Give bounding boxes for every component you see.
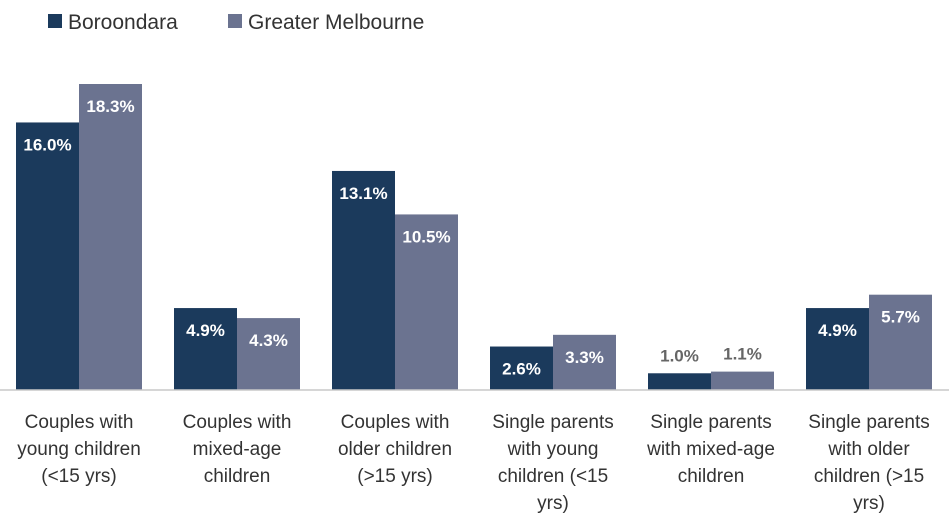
bar-boroondara-4 — [648, 373, 711, 390]
x-tick-label-4: Single parents with mixed-age children — [646, 412, 775, 487]
data-label-greater-melbourne-1: 4.3% — [249, 331, 288, 350]
data-label-boroondara-4: 1.0% — [660, 346, 699, 365]
bar-boroondara-2 — [332, 170, 395, 390]
data-label-greater-melbourne-0: 18.3% — [86, 97, 134, 116]
x-tick-labels: Couples with young children (<15 yrs) Coupl… — [17, 412, 930, 514]
bar-greater-melbourne-0 — [79, 84, 142, 390]
bar-greater-melbourne-5 — [869, 294, 932, 390]
data-label-greater-melbourne-5: 5.7% — [881, 308, 920, 327]
bars — [16, 84, 932, 390]
legend: Boroondara Greater Melbourne — [48, 11, 424, 34]
bar-boroondara-3 — [490, 346, 553, 390]
data-label-boroondara-0: 16.0% — [23, 135, 71, 154]
x-tick-label-0: Couples with young children (<15 yrs) — [17, 412, 141, 487]
data-label-greater-melbourne-2: 10.5% — [402, 227, 450, 246]
legend-swatch-boroondara — [48, 14, 62, 28]
x-tick-label-3: Single parents with young children (<15 yrs… — [492, 412, 613, 514]
data-label-boroondara-1: 4.9% — [186, 321, 225, 340]
x-tick-label-1: Couples with mixed-age children — [183, 412, 292, 487]
bar-greater-melbourne-2 — [395, 214, 458, 390]
bar-greater-melbourne-4 — [711, 371, 774, 390]
bar-boroondara-0 — [16, 122, 79, 390]
data-label-boroondara-3: 2.6% — [502, 360, 541, 379]
data-label-boroondara-2: 13.1% — [339, 184, 387, 203]
bar-boroondara-1 — [174, 308, 237, 390]
data-label-boroondara-5: 4.9% — [818, 321, 857, 340]
data-labels: 16.0% 18.3% 4.9% 4.3% 13.1% 10.5% 2.6% 3.3% 1.0%… — [23, 97, 919, 379]
data-label-greater-melbourne-4: 1.1% — [723, 345, 762, 364]
legend-swatch-greater-melbourne — [228, 14, 242, 28]
legend-label-boroondara: Boroondara — [68, 11, 178, 34]
legend-label-greater-melbourne: Greater Melbourne — [248, 11, 424, 34]
x-tick-label-5: Single parents with older children (>15 yrs… — [808, 412, 929, 514]
bar-greater-melbourne-3 — [553, 334, 616, 390]
x-tick-label-2: Couples with older children (>15 yrs) — [338, 412, 452, 487]
bar-boroondara-5 — [806, 308, 869, 390]
data-label-greater-melbourne-3: 3.3% — [565, 348, 604, 367]
bar-greater-melbourne-1 — [237, 318, 300, 390]
